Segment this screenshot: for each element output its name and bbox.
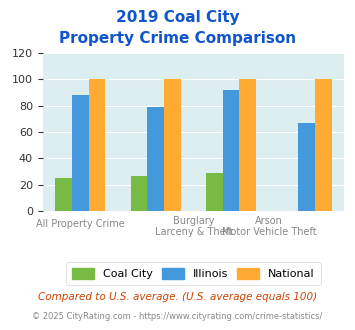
Bar xyxy=(72,95,89,211)
Text: Property Crime Comparison: Property Crime Comparison xyxy=(59,31,296,46)
Bar xyxy=(240,79,256,211)
Text: Burglary: Burglary xyxy=(173,216,214,226)
Legend: Coal City, Illinois, National: Coal City, Illinois, National xyxy=(66,262,321,285)
Text: © 2025 CityRating.com - https://www.cityrating.com/crime-statistics/: © 2025 CityRating.com - https://www.city… xyxy=(32,312,323,321)
Bar xyxy=(315,79,332,211)
Text: Larceny & Theft: Larceny & Theft xyxy=(154,227,233,237)
Bar xyxy=(55,178,72,211)
Text: 2019 Coal City: 2019 Coal City xyxy=(116,10,239,25)
Bar xyxy=(89,79,105,211)
Text: Compared to U.S. average. (U.S. average equals 100): Compared to U.S. average. (U.S. average … xyxy=(38,292,317,302)
Bar xyxy=(206,173,223,211)
Bar xyxy=(147,107,164,211)
Text: Arson: Arson xyxy=(255,216,283,226)
Bar xyxy=(298,123,315,211)
Bar xyxy=(164,79,181,211)
Text: All Property Crime: All Property Crime xyxy=(36,219,125,229)
Bar xyxy=(223,90,240,211)
Bar xyxy=(131,176,147,211)
Text: Motor Vehicle Theft: Motor Vehicle Theft xyxy=(222,227,316,237)
